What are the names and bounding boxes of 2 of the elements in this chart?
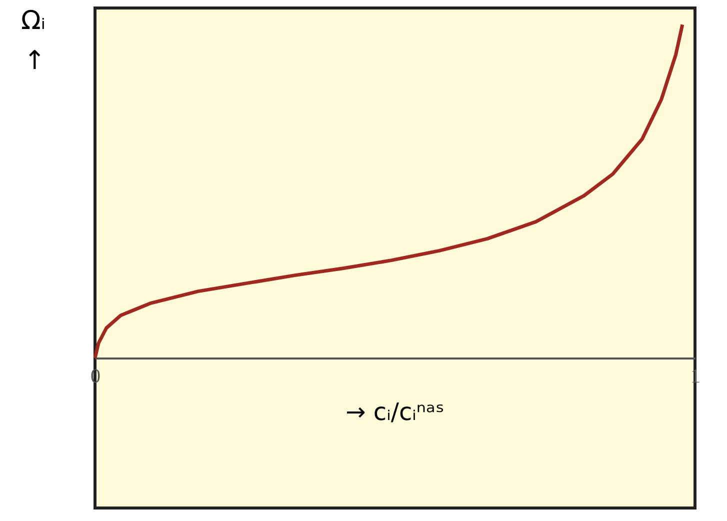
x-axis-title: → cᵢ/cᵢⁿᵃˢ [346, 398, 444, 426]
y-axis-title: Ωᵢ ↑ [20, 6, 46, 76]
